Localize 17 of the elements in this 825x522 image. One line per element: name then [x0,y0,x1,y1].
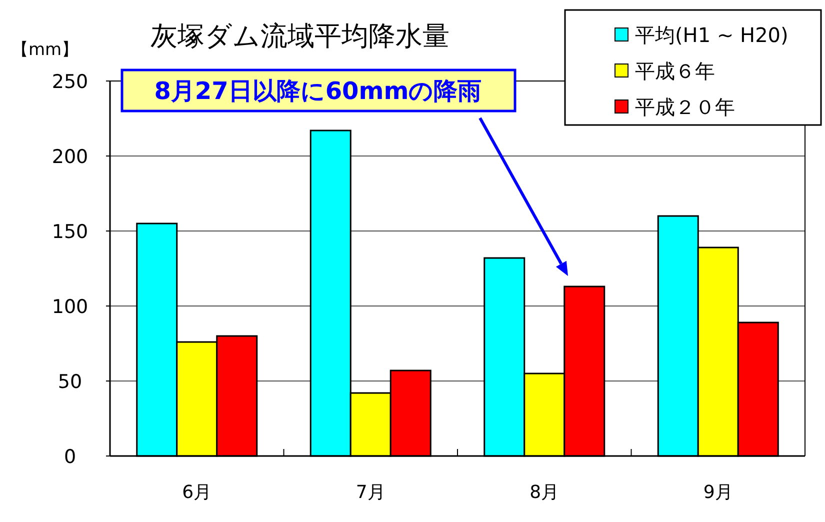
y-tick-label: 250 [52,71,88,93]
y-tick-label: 50 [58,371,82,393]
x-tick-label: 7月 [356,482,386,503]
annotation: 8月27日以降に60mmの降雨 [154,77,482,105]
x-tick-label: 6月 [182,482,212,503]
legend-label: 平成２０年 [635,95,735,119]
y-tick-label: 0 [64,446,76,468]
legend-label: 平均(H1 ~ H20) [635,23,788,47]
chart-title: 灰塚ダム流域平均降水量 [150,21,450,52]
legend-label: 平成６年 [635,59,715,83]
y-tick-label: 100 [52,296,88,318]
x-tick-label: 9月 [703,482,733,503]
x-tick-label: 8月 [530,482,560,503]
y-tick-label: 200 [52,146,88,168]
annotation: 8月27日以降に60mmの降雨 [120,68,516,112]
y-tick-label: 150 [52,221,88,243]
y-axis-title: 【mm】 [11,40,79,60]
